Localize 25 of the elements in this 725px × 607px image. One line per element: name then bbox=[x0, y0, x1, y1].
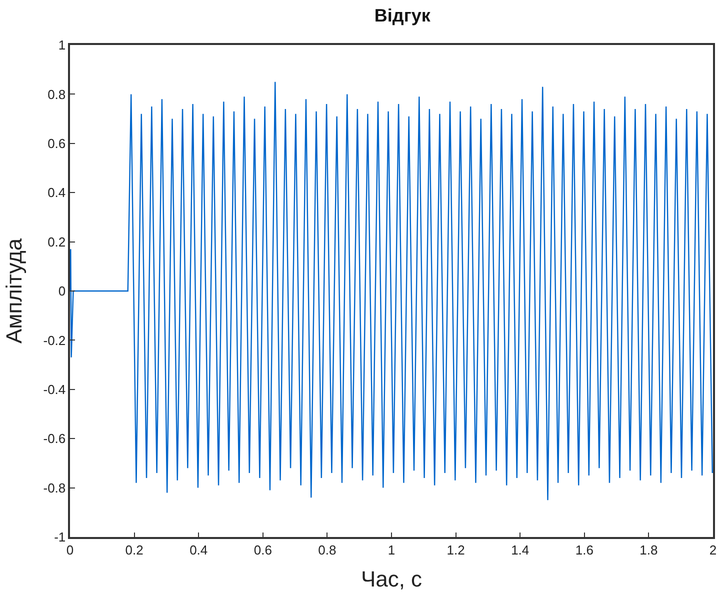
y-tick-label: 0.2 bbox=[48, 234, 66, 250]
x-tick-label: 0.4 bbox=[190, 542, 208, 558]
y-tick-label: -0.8 bbox=[43, 480, 66, 496]
y-tick-label: -0.4 bbox=[43, 382, 66, 397]
x-tick-label: 0.2 bbox=[125, 542, 144, 558]
y-tick-label: 0 bbox=[58, 284, 66, 299]
y-axis-title: Амплітуда bbox=[2, 238, 27, 344]
line-series bbox=[70, 81, 713, 501]
x-tick-label: 0.6 bbox=[254, 542, 272, 558]
x-tick-label: 1.6 bbox=[575, 542, 594, 558]
y-tick-label: -1 bbox=[54, 530, 66, 545]
x-tick-label: 1.4 bbox=[511, 542, 530, 558]
y-tick-label: 0.8 bbox=[48, 86, 66, 102]
x-tick-label: 1.2 bbox=[446, 542, 465, 558]
y-tick-label: 0.4 bbox=[48, 185, 66, 200]
x-axis-title: Час, с bbox=[360, 566, 422, 592]
y-tick-label: -0.2 bbox=[43, 332, 66, 348]
x-tick-label: 1.8 bbox=[640, 542, 658, 558]
y-tick-label: -0.6 bbox=[43, 431, 66, 446]
y-tick-label: 1 bbox=[58, 38, 66, 53]
x-tick-label: 1 bbox=[388, 542, 396, 558]
chart-title: Відгук bbox=[374, 6, 432, 26]
x-tick-label: 2 bbox=[709, 542, 717, 558]
y-tick-label: 0.6 bbox=[48, 136, 66, 151]
x-tick-label: 0.8 bbox=[318, 542, 336, 558]
